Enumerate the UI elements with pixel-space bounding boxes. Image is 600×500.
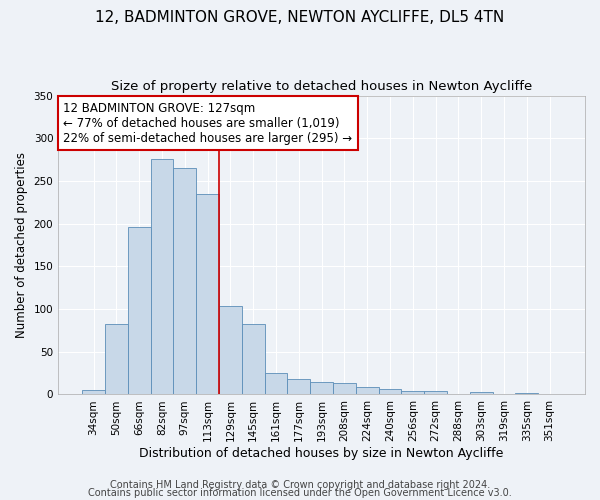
- Title: Size of property relative to detached houses in Newton Aycliffe: Size of property relative to detached ho…: [111, 80, 532, 93]
- Text: 12 BADMINTON GROVE: 127sqm
← 77% of detached houses are smaller (1,019)
22% of s: 12 BADMINTON GROVE: 127sqm ← 77% of deta…: [64, 102, 353, 144]
- Bar: [242, 324, 265, 394]
- Bar: [379, 390, 401, 394]
- Bar: [356, 387, 379, 394]
- Bar: [265, 373, 287, 394]
- Bar: [105, 324, 128, 394]
- Bar: [128, 227, 151, 394]
- Bar: [470, 392, 493, 394]
- Text: Contains HM Land Registry data © Crown copyright and database right 2024.: Contains HM Land Registry data © Crown c…: [110, 480, 490, 490]
- Bar: [333, 384, 356, 394]
- Bar: [219, 306, 242, 394]
- Text: 12, BADMINTON GROVE, NEWTON AYCLIFFE, DL5 4TN: 12, BADMINTON GROVE, NEWTON AYCLIFFE, DL…: [95, 10, 505, 25]
- Bar: [151, 159, 173, 394]
- Text: Contains public sector information licensed under the Open Government Licence v3: Contains public sector information licen…: [88, 488, 512, 498]
- Bar: [515, 393, 538, 394]
- Bar: [310, 382, 333, 394]
- Bar: [401, 391, 424, 394]
- Bar: [82, 390, 105, 394]
- Bar: [287, 379, 310, 394]
- Bar: [173, 168, 196, 394]
- X-axis label: Distribution of detached houses by size in Newton Aycliffe: Distribution of detached houses by size …: [139, 447, 504, 460]
- Bar: [196, 194, 219, 394]
- Bar: [424, 391, 447, 394]
- Y-axis label: Number of detached properties: Number of detached properties: [15, 152, 28, 338]
